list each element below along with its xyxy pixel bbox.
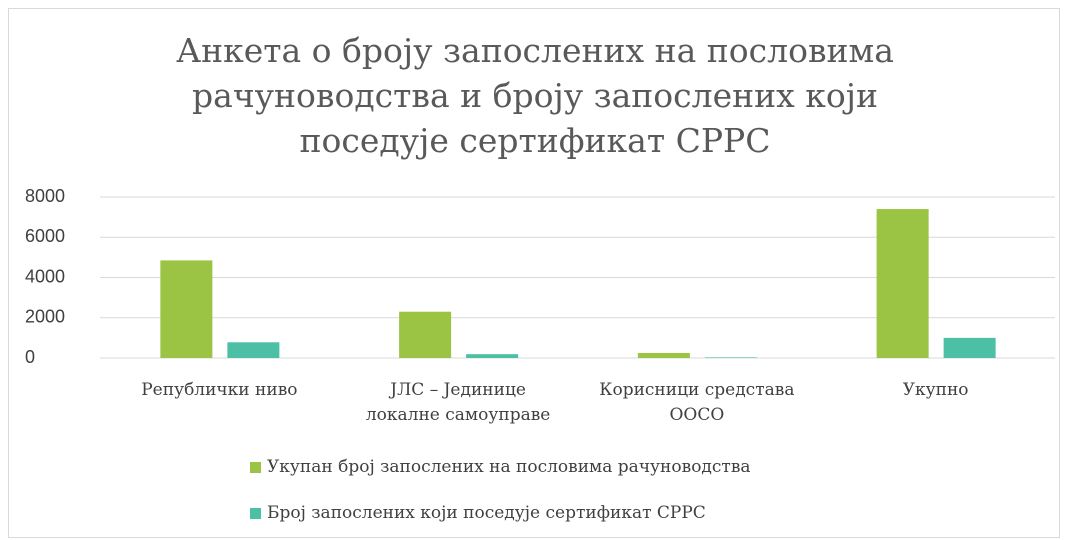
bar <box>399 311 452 358</box>
x-tick-label: Републички ниво <box>141 380 298 400</box>
y-tick-label: 4000 <box>25 266 65 286</box>
chart-title: Анкета о броју запослених на пословима р… <box>176 31 894 160</box>
bar <box>227 342 280 358</box>
chart-frame <box>8 8 1060 538</box>
legend-swatch <box>250 507 261 519</box>
legend-item: Број запослених који поседује сертификат… <box>250 503 706 523</box>
y-tick-label: 6000 <box>25 226 65 246</box>
legend-swatch <box>250 461 261 473</box>
legend-item: Укупан број запослених на пословима рачу… <box>250 457 751 477</box>
bar <box>160 260 213 358</box>
bar <box>466 354 519 358</box>
x-tick-label: Корисници средстава ООСО <box>599 380 795 425</box>
bar <box>943 337 996 358</box>
legend-label: Укупан број запослених на пословима рачу… <box>267 457 751 477</box>
bar <box>637 352 690 358</box>
y-tick-label: 2000 <box>25 307 65 327</box>
bar <box>704 357 757 358</box>
bar <box>876 209 929 358</box>
x-tick-label: Укупно <box>902 380 969 400</box>
legend-label: Број запослених који поседује сертификат… <box>267 503 706 523</box>
x-tick-label: ЈЛС – Јединице локалне самоуправе <box>365 380 551 425</box>
y-tick-label: 0 <box>25 347 35 367</box>
y-tick-label: 8000 <box>25 186 65 206</box>
